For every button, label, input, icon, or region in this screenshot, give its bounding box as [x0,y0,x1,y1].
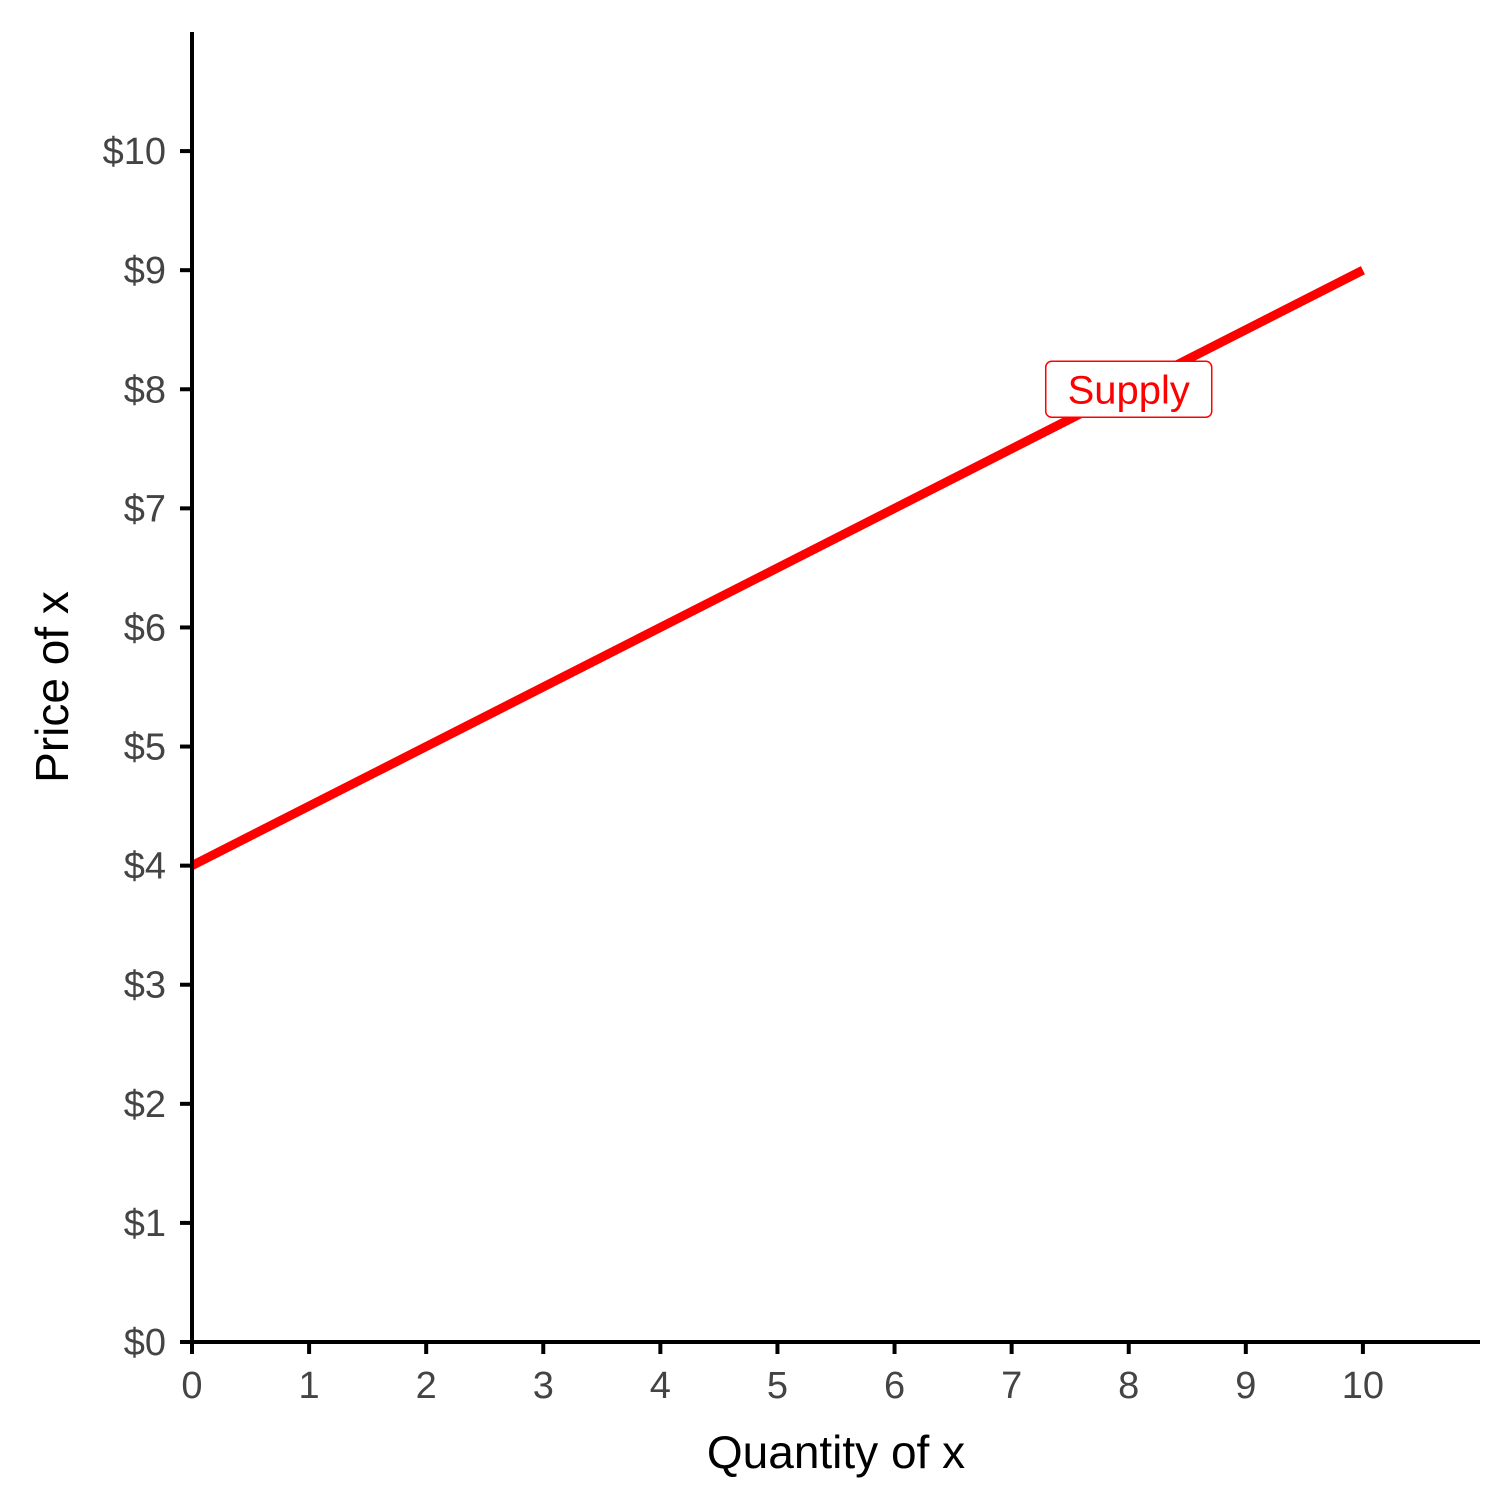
x-tick-label: 0 [181,1365,202,1407]
y-tick-label: $9 [124,250,166,292]
y-tick-label: $5 [124,727,166,769]
x-tick-label: 4 [650,1365,671,1407]
x-tick-label: 8 [1118,1365,1139,1407]
y-axis-ticks: $0 $1 $2 $3 $4 $5 $6 $7 $8 $9 $10 [103,131,192,1364]
x-tick-label: 5 [767,1365,788,1407]
x-tick-label: 7 [1001,1365,1022,1407]
supply-line [189,266,1365,870]
annotations: Supply [1044,360,1213,419]
y-axis-title: Price of x [26,591,78,783]
y-tick-label: $7 [124,488,166,530]
x-tick-label: 3 [533,1365,554,1407]
x-axis-ticks: 0 1 2 3 4 5 6 7 8 9 10 [181,1342,1384,1407]
x-tick-label: 9 [1235,1365,1256,1407]
supply-label-box [1044,360,1213,419]
y-tick-label: $8 [124,369,166,411]
y-tick-label: $2 [124,1084,166,1126]
y-tick-label: $3 [124,965,166,1007]
axes [190,32,1480,1344]
x-tick-label: 1 [299,1365,320,1407]
x-tick-label: 2 [416,1365,437,1407]
series-layer [189,266,1365,870]
supply-label: Supply [1068,368,1190,412]
y-tick-label: $1 [124,1203,166,1245]
x-tick-label: 10 [1342,1365,1384,1407]
y-tick-label: $4 [124,846,166,888]
y-tick-label: $10 [103,131,166,173]
x-axis-title: Quantity of x [707,1426,965,1478]
x-tick-label: 6 [884,1365,905,1407]
y-tick-label: $6 [124,607,166,649]
y-tick-label: $0 [124,1322,166,1364]
